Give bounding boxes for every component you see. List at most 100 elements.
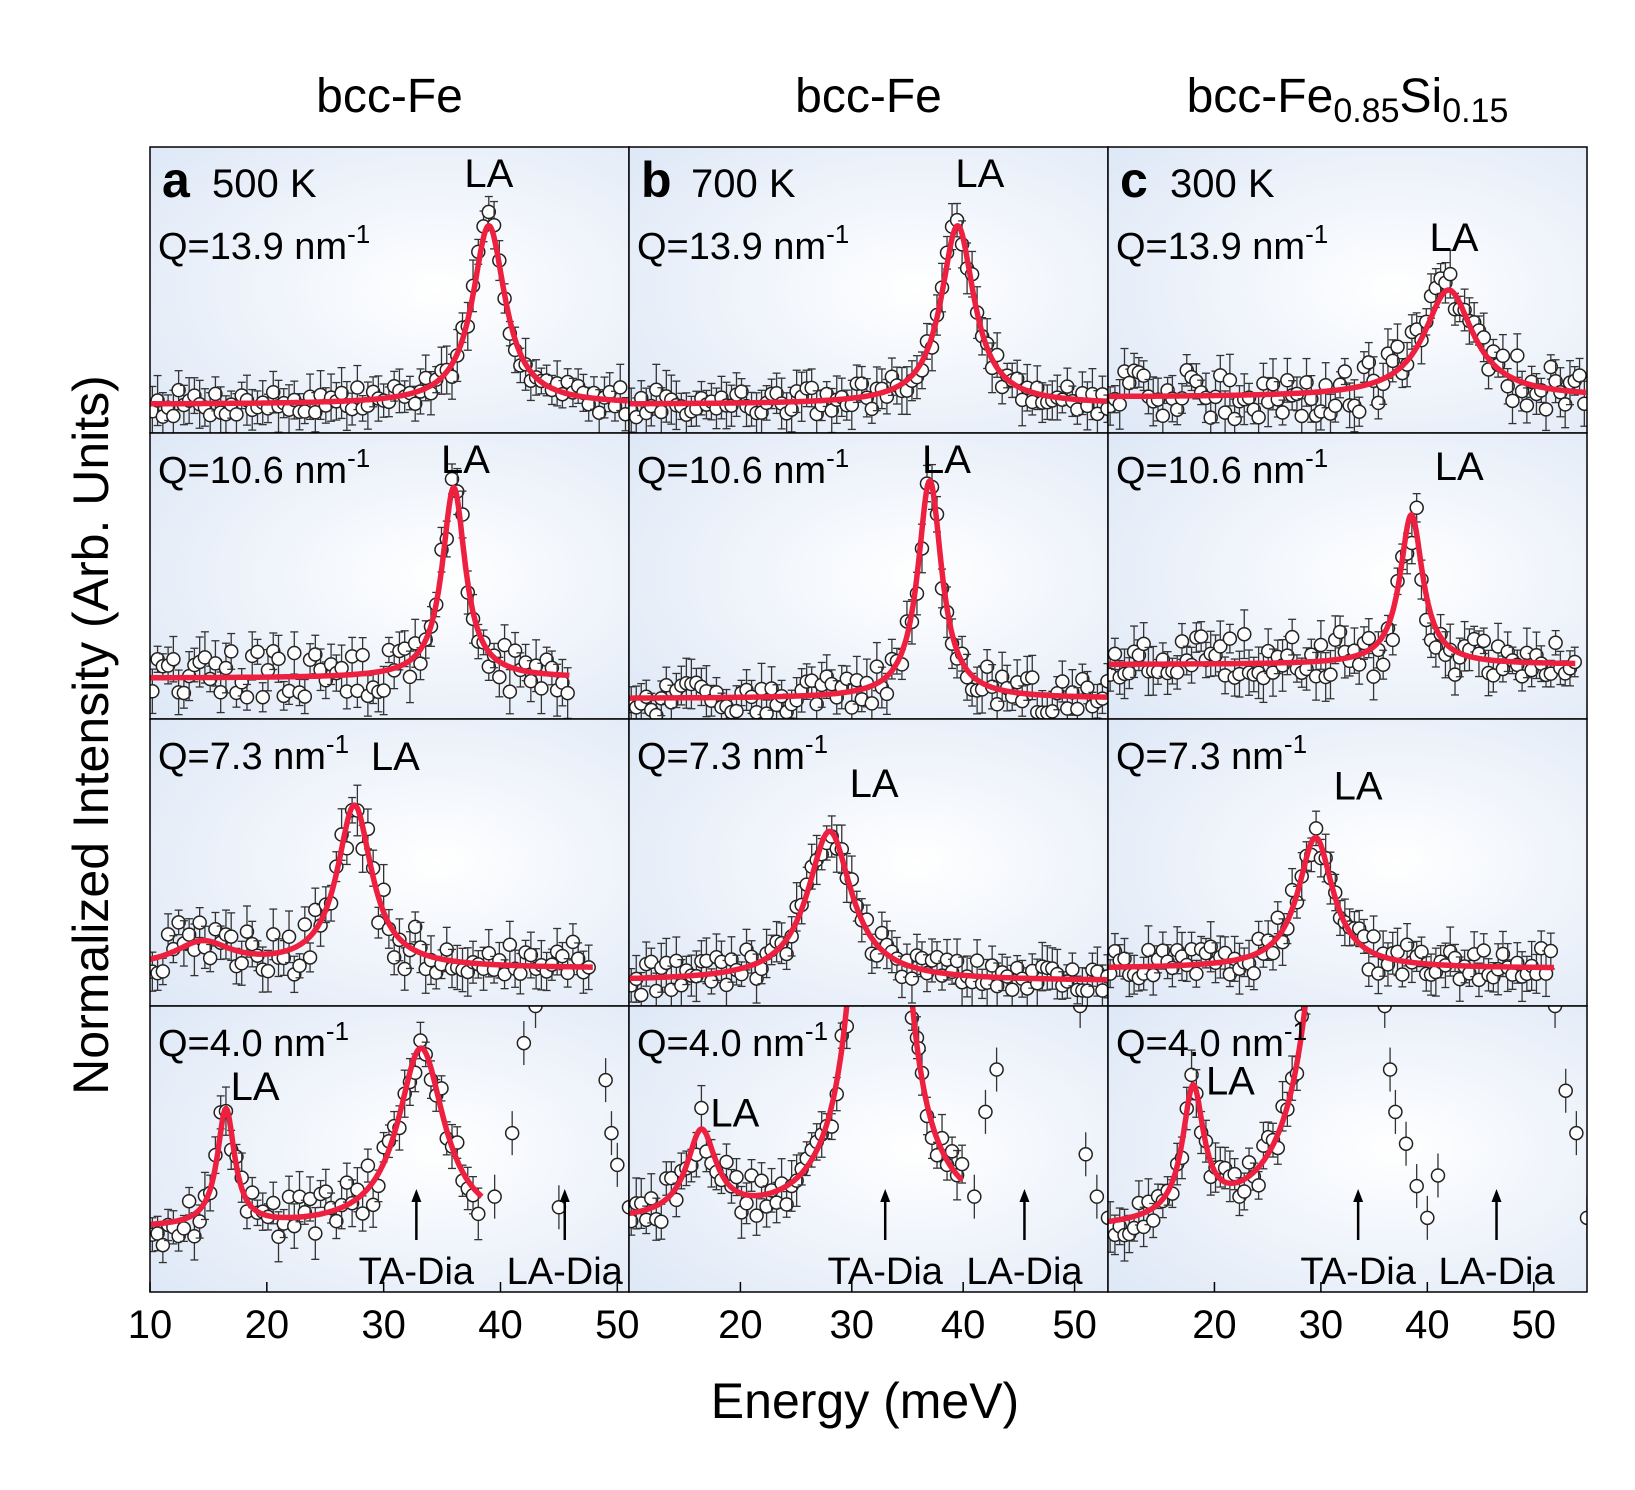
arrow-label: TA-Dia xyxy=(1300,1251,1416,1293)
data-point xyxy=(1078,1147,1093,1162)
data-point xyxy=(371,915,386,930)
data-point xyxy=(271,1229,286,1245)
data-point xyxy=(1275,405,1290,420)
q-label-superscript: -1 xyxy=(826,443,849,473)
panel-temperature: 700 K xyxy=(691,162,796,206)
q-label-value: Q=10.6 nm xyxy=(637,450,826,492)
data-point xyxy=(155,964,171,979)
x-tick-label: 50 xyxy=(1052,1303,1097,1347)
fit-curve xyxy=(1108,511,1577,667)
data-point xyxy=(471,1206,486,1222)
q-label: Q=13.9 nm-1 xyxy=(637,219,849,268)
q-label: Q=10.6 nm-1 xyxy=(637,443,849,492)
panel-c-row-1: Q=13.9 nm-1 LA c 300 K xyxy=(1107,146,1588,434)
data-point xyxy=(271,651,286,667)
q-label: Q=4.0 nm-1 xyxy=(158,1016,349,1065)
data-point xyxy=(1265,945,1281,961)
x-tick-label: 10 xyxy=(128,1303,173,1347)
data-point xyxy=(1510,348,1525,363)
data-point xyxy=(1377,1006,1393,1014)
data-point xyxy=(1122,375,1137,391)
data-point xyxy=(1337,364,1353,379)
data-point xyxy=(250,644,265,660)
peak-label-la: LA xyxy=(231,1065,280,1109)
data-point xyxy=(1284,629,1300,645)
data-point xyxy=(155,1237,171,1253)
data-point xyxy=(591,405,607,420)
data-point xyxy=(1065,962,1080,977)
data-point xyxy=(223,644,239,659)
data-point xyxy=(507,643,523,658)
data-point xyxy=(1543,943,1559,959)
q-label-superscript: -1 xyxy=(1305,219,1328,249)
data-point xyxy=(1579,1210,1587,1226)
panel-a-row-1: Q=13.9 nm-1 LA a 500 K xyxy=(149,146,630,434)
data-point xyxy=(754,1173,769,1189)
data-point xyxy=(649,983,664,999)
q-label: Q=7.3 nm-1 xyxy=(637,729,828,778)
x-tick-label: 20 xyxy=(1192,1303,1237,1347)
data-point xyxy=(287,645,302,661)
q-label: Q=7.3 nm-1 xyxy=(1116,729,1307,778)
arrow-label: LA-Dia xyxy=(1438,1251,1555,1293)
data-point xyxy=(150,684,160,699)
q-label-value: Q=13.9 nm xyxy=(158,226,347,268)
data-point xyxy=(192,915,207,930)
data-point xyxy=(334,385,349,401)
data-point xyxy=(492,669,507,685)
data-point xyxy=(181,1193,197,1209)
data-point xyxy=(654,1214,669,1229)
panel-letter: a xyxy=(162,152,191,208)
data-point xyxy=(1251,1178,1266,1193)
peak-label-la: LA xyxy=(1429,216,1478,260)
data-point xyxy=(308,1226,323,1241)
data-point xyxy=(1420,1210,1435,1226)
data-point xyxy=(612,380,628,395)
data-point xyxy=(208,386,223,402)
data-point xyxy=(481,204,497,220)
data-point xyxy=(1089,1189,1105,1204)
data-point xyxy=(1558,1083,1573,1098)
peak-label-la: LA xyxy=(441,438,490,482)
data-point xyxy=(1495,946,1511,962)
q-label-superscript: -1 xyxy=(326,1016,349,1046)
data-point xyxy=(1476,943,1491,958)
data-point xyxy=(202,950,218,966)
peak-label-la: LA xyxy=(1435,445,1484,489)
data-point xyxy=(879,686,895,702)
panel-background xyxy=(1108,1006,1587,1292)
data-point xyxy=(166,651,181,667)
data-point xyxy=(166,408,181,424)
data-point xyxy=(1414,944,1429,960)
peak-label-la: LA xyxy=(955,152,1004,196)
peak-label-la: LA xyxy=(1206,1060,1255,1104)
q-label: Q=13.9 nm-1 xyxy=(1116,219,1328,268)
data-point xyxy=(989,1062,1004,1077)
data-point xyxy=(984,958,1000,973)
column-title-subscript: 0.15 xyxy=(1442,92,1508,130)
data-point xyxy=(386,950,402,965)
fit-curve xyxy=(629,1006,965,1217)
data-point xyxy=(350,380,365,395)
arrow-label: LA-Dia xyxy=(507,1251,624,1293)
data-point xyxy=(1193,629,1209,644)
data-point xyxy=(1025,670,1040,685)
data-point xyxy=(779,1197,794,1212)
data-point xyxy=(229,407,244,422)
x-tick-label: 40 xyxy=(941,1303,986,1347)
data-point xyxy=(749,1208,764,1223)
data-point xyxy=(1409,500,1424,516)
data-point xyxy=(413,656,428,671)
column-title-part: bcc-Fe xyxy=(1187,70,1334,123)
data-point xyxy=(516,1035,532,1051)
data-point xyxy=(1385,632,1400,648)
data-point xyxy=(318,1184,334,1199)
panel-plot-area xyxy=(629,202,1108,433)
x-tick-label: 50 xyxy=(1512,1303,1557,1347)
data-point xyxy=(1236,626,1252,642)
peak-label-la: LA xyxy=(850,762,899,806)
peak-label-la: LA xyxy=(1334,764,1383,808)
